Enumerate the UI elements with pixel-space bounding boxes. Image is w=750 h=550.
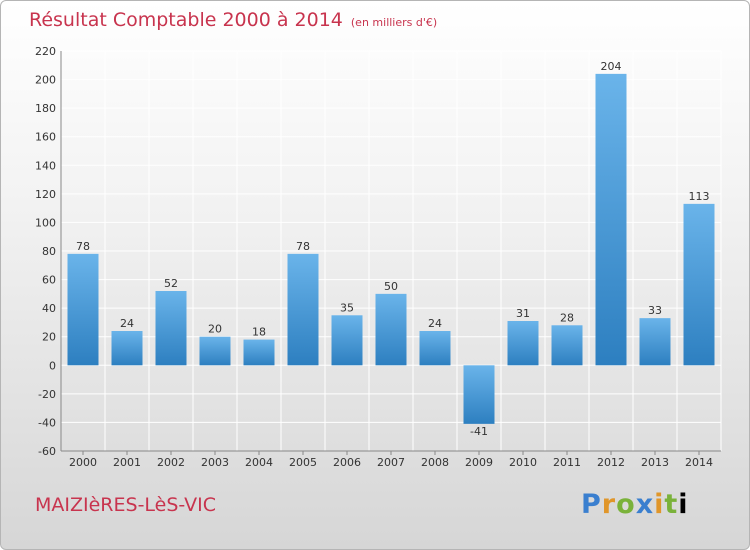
- y-tick-label: 140: [35, 159, 56, 172]
- x-tick-label: 2008: [421, 456, 449, 469]
- bar: [155, 291, 187, 366]
- chart-title: Résultat Comptable 2000 à 2014 (en millie…: [29, 9, 437, 31]
- chart-title-text: Résultat Comptable 2000 à 2014: [29, 9, 343, 31]
- bar: [287, 253, 319, 366]
- x-tick-label: 2006: [333, 456, 361, 469]
- y-tick-label: 160: [35, 131, 56, 144]
- data-labels: 78 24 52 20 18 78 35 50 24 -41 31 28 204 33 113: [76, 60, 710, 438]
- x-tick-label: 2005: [289, 456, 317, 469]
- chart-subtitle: (en milliers d'€): [350, 16, 438, 29]
- bar: [639, 318, 671, 366]
- axes: -60-40-200204060801001201401601802002202…: [35, 45, 721, 469]
- data-label: 20: [208, 323, 222, 336]
- y-tick-label: 80: [42, 245, 56, 258]
- data-label: 24: [120, 317, 134, 330]
- y-tick-label: 220: [35, 45, 56, 58]
- x-tick-label: 2003: [201, 456, 229, 469]
- data-label: 78: [296, 240, 310, 253]
- bar: [595, 73, 627, 366]
- y-tick-label: 100: [35, 216, 56, 229]
- y-tick-label: -40: [38, 416, 56, 429]
- data-label: 52: [164, 277, 178, 290]
- data-label: 35: [340, 301, 354, 314]
- bars: [67, 73, 715, 424]
- x-tick-label: 2001: [113, 456, 141, 469]
- y-tick-label: 40: [42, 302, 56, 315]
- bar: [507, 321, 539, 366]
- bar: [551, 325, 583, 366]
- proxiti-logo: Proxiti: [581, 489, 689, 520]
- data-label: 18: [252, 326, 266, 339]
- bar: [67, 253, 99, 366]
- x-tick-label: 2004: [245, 456, 273, 469]
- x-tick-label: 2007: [377, 456, 405, 469]
- data-label: 33: [648, 304, 662, 317]
- bar: [683, 203, 715, 366]
- y-tick-label: 0: [49, 359, 56, 372]
- x-tick-label: 2009: [465, 456, 493, 469]
- data-label: 78: [76, 240, 90, 253]
- bar: [111, 331, 143, 366]
- x-tick-label: 2012: [597, 456, 625, 469]
- bar: [331, 315, 363, 366]
- data-label: 24: [428, 317, 442, 330]
- y-tick-label: -20: [38, 388, 56, 401]
- x-tick-label: 2011: [553, 456, 581, 469]
- x-tick-label: 2014: [685, 456, 713, 469]
- y-tick-label: 120: [35, 188, 56, 201]
- y-tick-label: 200: [35, 74, 56, 87]
- data-label: 31: [516, 307, 530, 320]
- data-label: -41: [470, 425, 488, 438]
- y-tick-label: 60: [42, 274, 56, 287]
- bar: [419, 331, 451, 366]
- data-label: 204: [601, 60, 622, 73]
- data-label: 28: [560, 311, 574, 324]
- x-tick-label: 2010: [509, 456, 537, 469]
- y-tick-label: 180: [35, 102, 56, 115]
- bar: [375, 293, 407, 366]
- bar: [463, 365, 495, 424]
- data-label: 50: [384, 280, 398, 293]
- bar: [243, 339, 275, 366]
- y-tick-label: 20: [42, 331, 56, 344]
- x-tick-label: 2002: [157, 456, 185, 469]
- bar: [199, 336, 231, 366]
- data-label: 113: [689, 190, 710, 203]
- location-name: MAIZIèRES-LèS-VIC: [35, 494, 217, 516]
- y-tick-label: -60: [38, 445, 56, 458]
- x-tick-label: 2013: [641, 456, 669, 469]
- x-tick-label: 2000: [69, 456, 97, 469]
